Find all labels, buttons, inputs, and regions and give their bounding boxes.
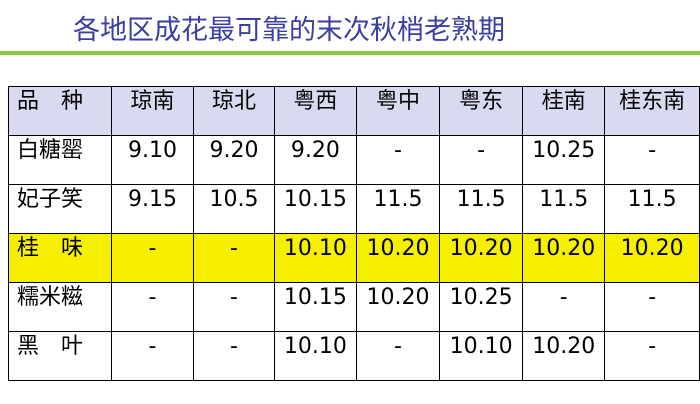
table-cell: 10.15 [273, 282, 357, 332]
table-cell: 9.15 [110, 184, 195, 234]
table-cell: 白糖罂 [8, 135, 112, 185]
table-cell: 10.10 [273, 331, 357, 381]
table-cell: 10.10 [439, 331, 524, 381]
table-cell: 10.25 [522, 135, 606, 185]
table-cell: 10.5 [193, 184, 275, 234]
table-cell: 11.5 [522, 184, 606, 234]
table-cell: 9.20 [193, 135, 275, 185]
table-row: 妃子笑 9.15 10.5 10.15 11.5 11.5 11.5 11.5 [8, 184, 700, 234]
table-cell: 妃子笑 [8, 184, 112, 234]
table-cell: - [193, 331, 275, 381]
table-cell: - [604, 331, 700, 381]
table-cell: 琼北 [193, 86, 275, 136]
table-row: 黑 叶 - -10.10-10.10 10.20- [8, 331, 700, 381]
table-header-row: 品 种琼南 琼北 粤西 粤中 粤东 桂南 桂东南 [8, 86, 700, 136]
table-cell: 10.15 [273, 184, 357, 234]
table-cell: 9.10 [110, 135, 195, 185]
table-cell: 11.5 [604, 184, 700, 234]
table-cell: 10.20 [355, 282, 441, 332]
table-cell: 11.5 [355, 184, 441, 234]
table-cell: 琼南 [110, 86, 195, 136]
table-cell: - [110, 282, 195, 332]
table-cell: - [193, 233, 275, 283]
table-cell: 桂东南 [604, 86, 700, 136]
table-cell: - [522, 282, 606, 332]
table-row: 桂 味 - -10.10 10.20 10.20 10.20 10.20 [8, 233, 700, 283]
table-cell: 粤东 [439, 86, 524, 136]
slide-title: 各地区成花最可靠的末次秋梢老熟期 [73, 15, 505, 46]
table-cell: 桂南 [522, 86, 606, 136]
table-cell: - [604, 135, 700, 185]
table-cell: 10.25 [439, 282, 524, 332]
table-cell: - [193, 282, 275, 332]
table-cell: 10.20 [604, 233, 700, 283]
table-row: 白糖罂 9.10 9.20 9.20- -10.25- [8, 135, 700, 185]
table-cell: - [355, 331, 441, 381]
divider [0, 51, 700, 55]
table-cell: 黑 叶 [8, 331, 112, 381]
table-cell: - [110, 331, 195, 381]
table-cell: 品 种 [8, 86, 112, 136]
table-cell: 桂 味 [8, 233, 112, 283]
table-cell: 10.20 [355, 233, 441, 283]
table-cell: 粤西 [273, 86, 357, 136]
table-cell: 糯米糍 [8, 282, 112, 332]
table-cell: 10.10 [273, 233, 357, 283]
data-table: 品 种琼南 琼北 粤西 粤中 粤东 桂南 桂东南 白糖罂 9.10 9.20 9.20- -10.25… [8, 86, 700, 381]
table-cell: 10.20 [522, 233, 606, 283]
table-cell: 粤中 [355, 86, 441, 136]
table-row: 糯米糍 - -10.15 10.20 10.25- - [8, 282, 700, 332]
table-cell: 9.20 [273, 135, 357, 185]
table-cell: - [604, 282, 700, 332]
table-cell: 11.5 [439, 184, 524, 234]
table-cell: 10.20 [522, 331, 606, 381]
table-cell: - [355, 135, 441, 185]
table-cell: - [110, 233, 195, 283]
table-cell: 10.20 [439, 233, 524, 283]
table-cell: - [439, 135, 524, 185]
